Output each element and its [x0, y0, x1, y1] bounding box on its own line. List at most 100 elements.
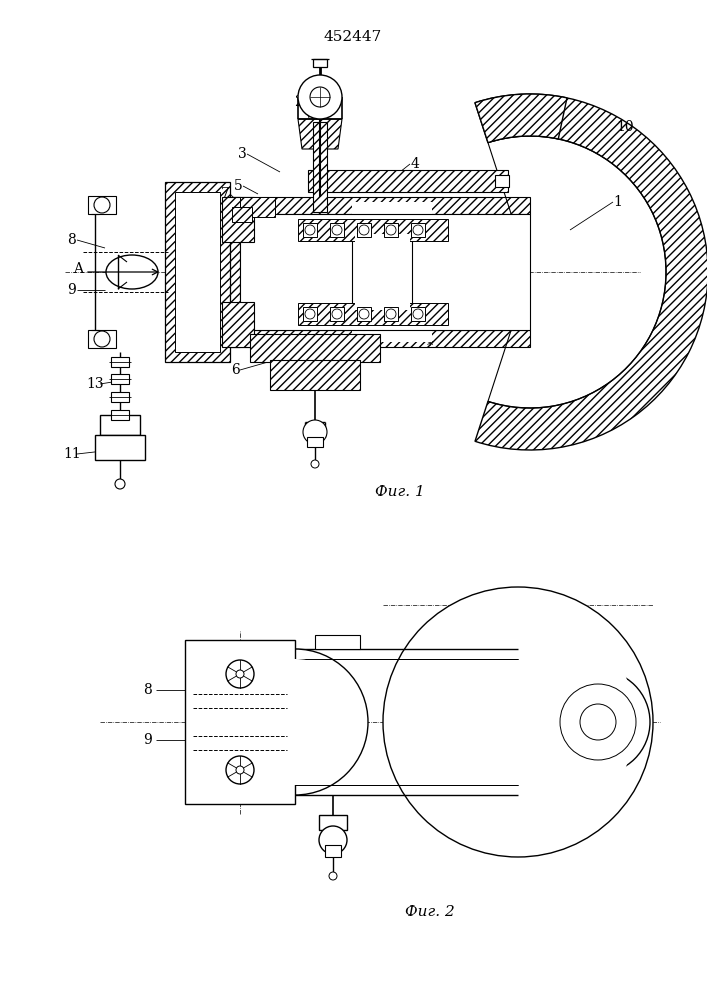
Circle shape [298, 75, 342, 119]
Text: Фиг. 2: Фиг. 2 [405, 905, 455, 919]
Bar [384, 223, 398, 237]
Bar [270, 360, 360, 390]
Text: 6: 6 [230, 363, 240, 377]
Text: 1: 1 [614, 195, 622, 209]
Bar [185, 640, 295, 804]
Bar [88, 330, 116, 348]
Bar [222, 302, 254, 347]
Circle shape [222, 649, 368, 795]
Bar [232, 207, 252, 222]
Bar [411, 307, 425, 321]
Bar [240, 197, 275, 217]
Circle shape [236, 766, 244, 774]
Text: *: * [452, 308, 458, 322]
Circle shape [94, 197, 110, 213]
Bar [313, 122, 327, 212]
Circle shape [413, 309, 423, 319]
Bar [111, 357, 129, 367]
Circle shape [383, 587, 653, 857]
Wedge shape [475, 94, 567, 143]
Bar [298, 219, 448, 241]
Text: A: A [73, 262, 83, 276]
Bar [95, 435, 145, 460]
Circle shape [226, 660, 254, 688]
Bar [165, 182, 230, 362]
Text: 9: 9 [144, 733, 153, 747]
Circle shape [232, 659, 358, 785]
Bar [222, 197, 240, 347]
Circle shape [413, 225, 423, 235]
Circle shape [311, 460, 319, 468]
Bar [308, 170, 508, 192]
Circle shape [560, 684, 636, 760]
Circle shape [580, 704, 616, 740]
Wedge shape [475, 94, 707, 450]
Text: 3: 3 [238, 147, 246, 161]
Bar [298, 303, 448, 325]
Bar [111, 374, 129, 384]
Text: 452447: 452447 [324, 30, 382, 44]
Bar [325, 845, 341, 857]
Bar [411, 223, 425, 237]
Bar [313, 59, 327, 67]
Circle shape [115, 479, 125, 489]
Bar [495, 175, 509, 187]
Text: 7: 7 [221, 187, 230, 201]
Bar [240, 214, 530, 330]
Circle shape [332, 225, 342, 235]
Ellipse shape [106, 255, 158, 289]
Circle shape [236, 670, 244, 678]
Circle shape [329, 872, 337, 880]
Text: 9: 9 [68, 283, 76, 297]
Circle shape [332, 309, 342, 319]
Circle shape [546, 670, 650, 774]
Text: *: * [427, 340, 433, 354]
Text: 2: 2 [293, 95, 303, 109]
Bar [175, 192, 220, 352]
Text: *: * [452, 221, 458, 233]
Circle shape [386, 309, 396, 319]
Text: 4: 4 [411, 157, 419, 171]
Bar [88, 196, 116, 214]
Circle shape [310, 87, 330, 107]
Bar [352, 230, 412, 314]
Text: Фиг. 1: Фиг. 1 [375, 485, 425, 499]
Circle shape [359, 225, 369, 235]
Bar [303, 223, 317, 237]
Polygon shape [298, 119, 342, 149]
Bar [319, 815, 347, 830]
Bar [303, 307, 317, 321]
Bar [222, 330, 530, 347]
Text: 13: 13 [86, 377, 104, 391]
Circle shape [359, 309, 369, 319]
Circle shape [94, 331, 110, 347]
Bar [330, 223, 344, 237]
Circle shape [226, 756, 254, 784]
Bar [330, 307, 344, 321]
Text: 8: 8 [68, 233, 76, 247]
Bar [384, 307, 398, 321]
Circle shape [303, 420, 327, 444]
Bar [352, 202, 432, 342]
Bar [307, 437, 323, 447]
Bar [357, 223, 371, 237]
Text: 11: 11 [63, 447, 81, 461]
Bar [315, 635, 360, 649]
Bar [357, 307, 371, 321]
Circle shape [386, 225, 396, 235]
Bar [111, 392, 129, 402]
Text: 10: 10 [617, 120, 633, 134]
Circle shape [319, 826, 347, 854]
Bar [355, 234, 410, 310]
Circle shape [401, 605, 635, 839]
Bar [222, 197, 530, 214]
Circle shape [305, 309, 315, 319]
Text: 5: 5 [233, 179, 243, 193]
Bar [222, 197, 254, 242]
Text: 8: 8 [144, 683, 153, 697]
Bar [100, 415, 140, 435]
Bar [250, 334, 380, 362]
Text: *: * [307, 340, 313, 354]
Bar [175, 192, 220, 352]
Bar [111, 410, 129, 420]
